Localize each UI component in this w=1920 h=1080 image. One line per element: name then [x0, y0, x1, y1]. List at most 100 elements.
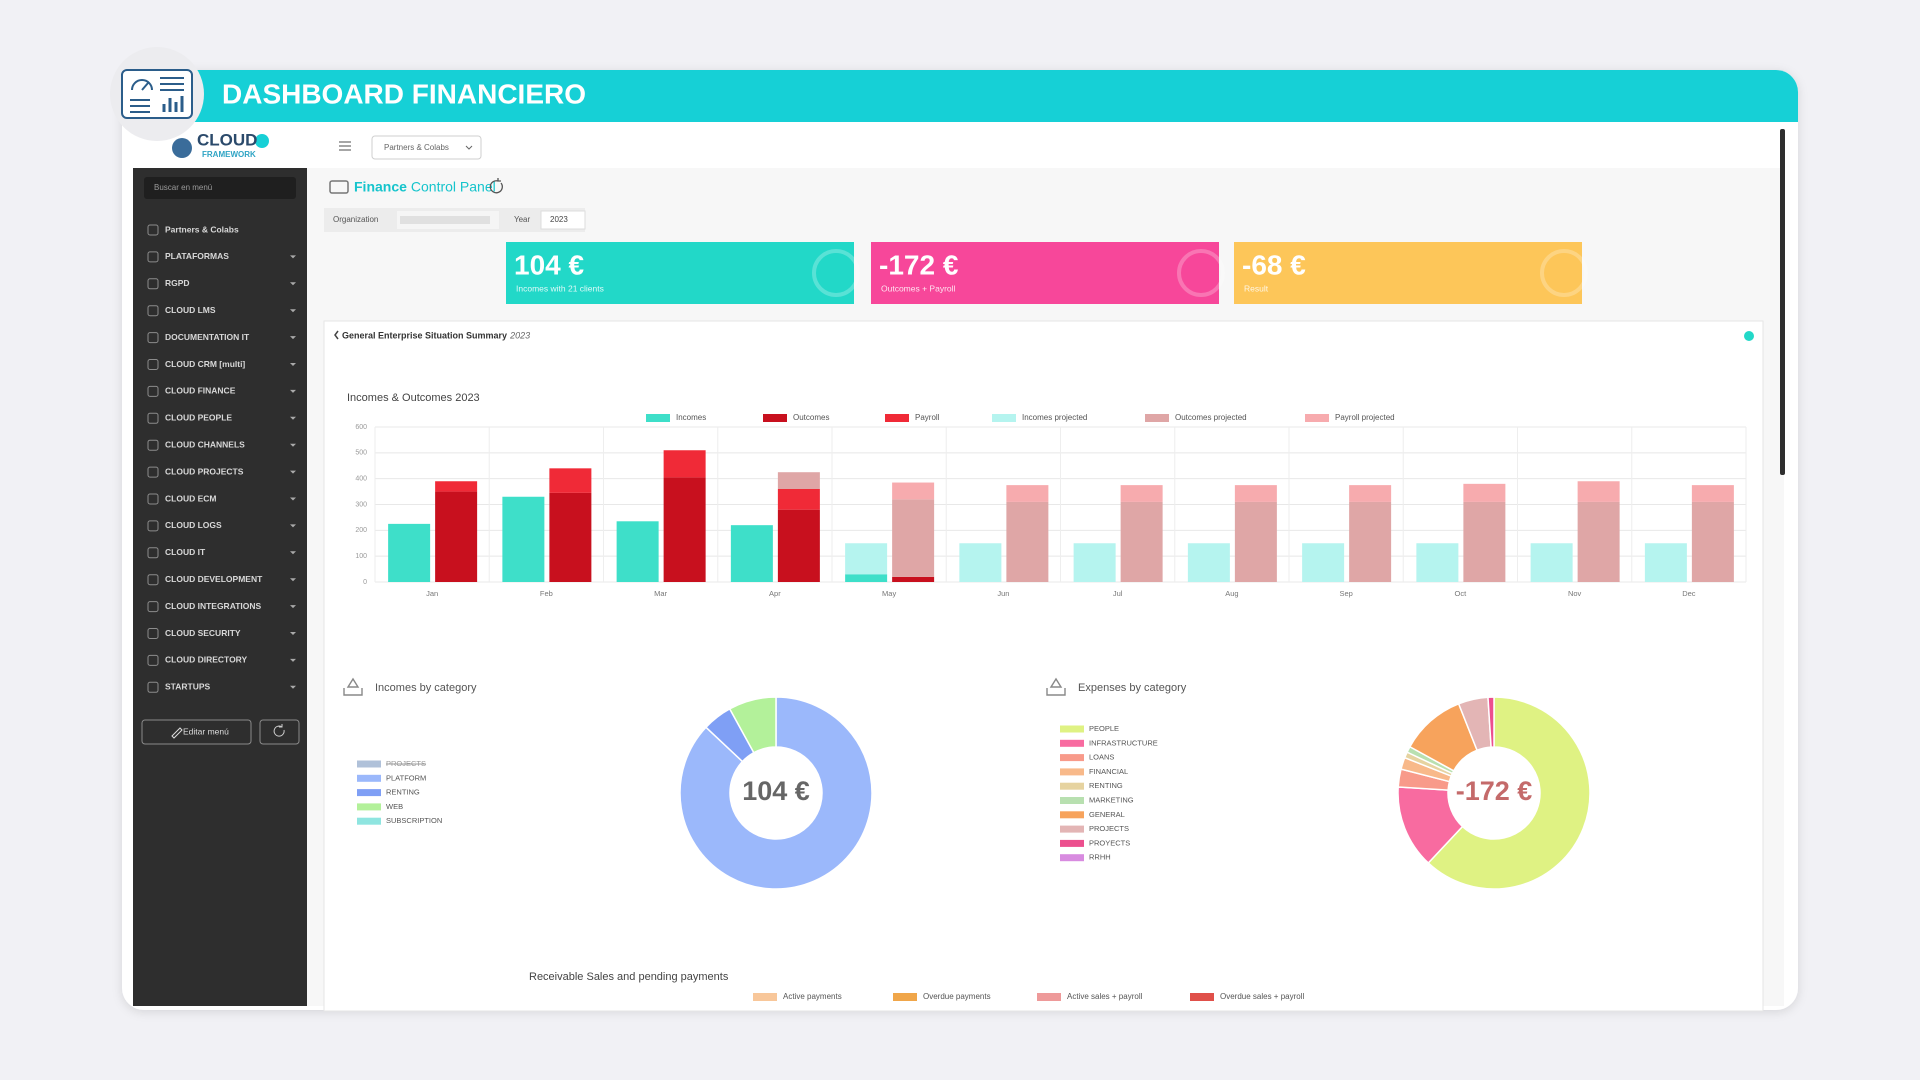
header-icon: [121, 69, 193, 119]
menu-item[interactable]: RGPD: [165, 278, 190, 288]
bar: [1349, 501, 1392, 582]
chart-title: Receivable Sales and pending payments: [529, 971, 729, 983]
legend-label[interactable]: PLATFORM: [386, 773, 426, 782]
bar: [1530, 543, 1573, 582]
legend-label[interactable]: INFRASTRUCTURE: [1089, 738, 1158, 747]
menu-item[interactable]: CLOUD CHANNELS: [165, 439, 245, 449]
status-dot: [1744, 331, 1754, 341]
legend-swatch: [357, 817, 381, 825]
bar: [1302, 543, 1345, 582]
legend-label[interactable]: Active payments: [783, 992, 842, 1001]
menu-item[interactable]: STARTUPS: [165, 682, 211, 692]
bar: [1463, 501, 1506, 582]
bar: [777, 509, 820, 582]
kpi-caption: Outcomes + Payroll: [881, 283, 956, 293]
legend-swatch: [1060, 782, 1084, 790]
menu-item[interactable]: CLOUD SECURITY: [165, 628, 241, 638]
menu-item[interactable]: CLOUD LOGS: [165, 520, 222, 530]
menu-item[interactable]: PLATAFORMAS: [165, 251, 229, 261]
menu-item[interactable]: CLOUD ECM: [165, 493, 216, 503]
year-select[interactable]: [540, 210, 586, 230]
menu-item[interactable]: CLOUD INTEGRATIONS: [165, 601, 262, 611]
logo-mark: [255, 134, 269, 148]
legend-label[interactable]: RENTING: [386, 788, 420, 797]
menu-arrow: [290, 443, 296, 447]
x-tick-label: Aug: [1225, 589, 1238, 598]
menu-item[interactable]: CLOUD PEOPLE: [165, 413, 232, 423]
menu-item[interactable]: DOCUMENTATION IT: [165, 332, 250, 342]
legend-label[interactable]: Active sales + payroll: [1067, 992, 1143, 1001]
menu-item[interactable]: CLOUD DIRECTORY: [165, 655, 248, 665]
refresh-button[interactable]: [259, 719, 300, 745]
legend-label[interactable]: PROJECTS: [386, 759, 426, 768]
menu-item[interactable]: CLOUD CRM [multi]: [165, 359, 245, 369]
legend-label[interactable]: Payroll projected: [1335, 413, 1395, 422]
dropdown[interactable]: [371, 135, 482, 160]
edit-menu-button[interactable]: [141, 719, 252, 745]
legend-label[interactable]: Incomes projected: [1022, 413, 1087, 422]
kpi-watermark: [1177, 249, 1225, 297]
legend-label[interactable]: FINANCIAL: [1089, 767, 1128, 776]
menu-icon: [147, 520, 159, 532]
y-tick-label: 100: [355, 553, 367, 560]
menu-item[interactable]: CLOUD FINANCE: [165, 386, 236, 396]
legend-label[interactable]: PROJECTS: [1089, 824, 1129, 833]
menu-item[interactable]: CLOUD PROJECTS: [165, 466, 244, 476]
kpi-watermark: [1540, 249, 1588, 297]
menu-arrow: [290, 632, 296, 635]
legend-label[interactable]: Payroll: [915, 413, 940, 422]
menu-arrow: [290, 255, 296, 259]
legend-swatch: [646, 414, 670, 422]
menu-item[interactable]: CLOUD DEVELOPMENT: [165, 574, 263, 584]
menu-icon: [147, 251, 159, 263]
menu-icon: [147, 654, 159, 666]
legend-label[interactable]: GENERAL: [1089, 810, 1125, 819]
reset-icon[interactable]: [489, 178, 503, 194]
legend-label[interactable]: Outcomes: [793, 413, 829, 422]
legend-swatch: [992, 414, 1016, 422]
pie-slice: [1427, 696, 1591, 890]
menu-item[interactable]: Partners & Colabs: [165, 224, 239, 234]
sidebar: [133, 168, 307, 1006]
legend-label[interactable]: RRHH: [1089, 853, 1111, 862]
legend-label[interactable]: Overdue sales + payroll: [1220, 992, 1304, 1001]
legend-swatch: [1060, 854, 1084, 862]
y-tick-label: 500: [355, 450, 367, 457]
bar: [845, 543, 888, 575]
dropdown-label: Partners & Colabs: [384, 143, 449, 152]
legend-label[interactable]: WEB: [386, 802, 403, 811]
bar: [549, 468, 592, 493]
menu-item[interactable]: CLOUD IT: [165, 547, 206, 557]
legend-label[interactable]: Incomes: [676, 413, 706, 422]
legend-label[interactable]: MARKETING: [1089, 795, 1134, 804]
year-value: 2023: [550, 215, 568, 224]
legend-swatch: [763, 414, 787, 422]
legend-label[interactable]: PROYECTS: [1089, 838, 1130, 847]
legend-label[interactable]: SUBSCRIPTION: [386, 816, 442, 825]
legend-label[interactable]: RENTING: [1089, 781, 1123, 790]
menu-icon: [147, 278, 159, 290]
search-box[interactable]: [144, 177, 296, 199]
menu-item[interactable]: CLOUD LMS: [165, 305, 216, 315]
legend-label[interactable]: PEOPLE: [1089, 724, 1119, 733]
legend-label[interactable]: Overdue payments: [923, 992, 991, 1001]
kpi-value: 104 €: [514, 249, 584, 280]
x-tick-label: Jul: [1113, 589, 1123, 598]
legend-swatch: [1060, 725, 1084, 733]
bar: [549, 492, 592, 582]
menu-icon: [147, 332, 159, 344]
legend-label[interactable]: Outcomes projected: [1175, 413, 1247, 422]
bar: [1416, 543, 1459, 582]
chart-title: Expenses by category: [1078, 682, 1187, 694]
legend-swatch: [1060, 797, 1084, 804]
menu-arrow: [290, 470, 296, 474]
legend-label[interactable]: LOANS: [1089, 753, 1114, 762]
collapse-icon[interactable]: [334, 330, 339, 340]
chart-title: Incomes by category: [375, 682, 477, 694]
legend-swatch: [357, 803, 381, 811]
logo-mark: [172, 138, 192, 158]
logo-name: CLOUD: [197, 130, 257, 149]
menu-toggle[interactable]: [339, 141, 351, 151]
kpi-watermark: [812, 249, 860, 297]
y-tick-label: 200: [355, 527, 367, 534]
